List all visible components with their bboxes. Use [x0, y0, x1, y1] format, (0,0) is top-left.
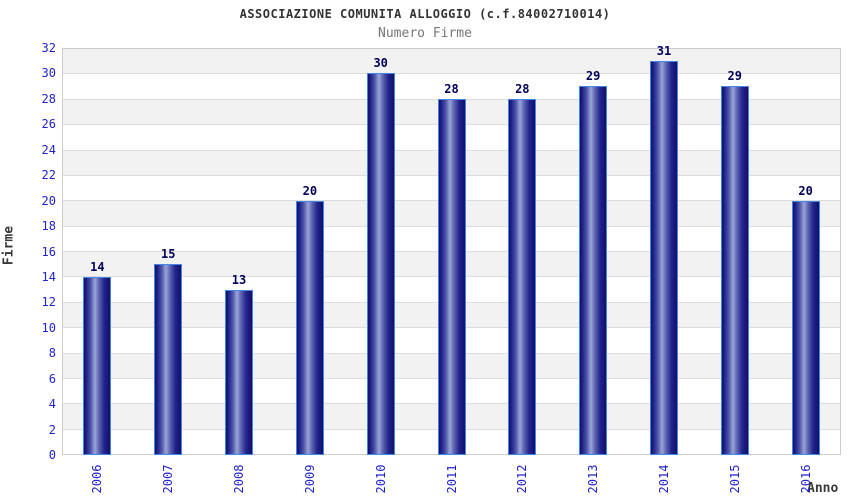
- y-tick-label: 32: [41, 41, 56, 55]
- y-tick-label: 10: [41, 320, 56, 335]
- bar-value-label: 20: [798, 183, 813, 198]
- bar: [437, 98, 466, 455]
- x-tick-label: 2016: [798, 464, 813, 494]
- y-axis-label: Firme: [1, 225, 17, 266]
- y-tick-label: 18: [41, 219, 56, 234]
- bar-value-label: 14: [90, 259, 105, 274]
- x-tick-label: 2014: [656, 464, 671, 494]
- bar-value-label: 28: [515, 81, 530, 96]
- x-tick-label: 2007: [161, 464, 176, 494]
- grid-band: [63, 74, 840, 100]
- bar-value-label: 31: [656, 43, 672, 58]
- bar: [366, 73, 395, 455]
- x-tick-label: 2012: [515, 464, 530, 494]
- x-tick-label: 2013: [586, 464, 601, 494]
- bar-value-label: 29: [585, 69, 601, 84]
- y-tick-label: 28: [41, 91, 56, 106]
- y-tick-label: 0: [48, 448, 56, 462]
- y-tick-label: 6: [48, 371, 56, 386]
- y-tick-label: 14: [41, 269, 56, 284]
- bar: [508, 98, 537, 455]
- x-tick-label: 2006: [90, 464, 105, 494]
- y-tick-label: 16: [41, 244, 56, 259]
- bar: [720, 86, 749, 455]
- x-tick-label: 2015: [727, 464, 742, 494]
- bar-value-label: 20: [302, 183, 318, 198]
- bar-value-label: 30: [373, 56, 388, 71]
- bar: [83, 276, 112, 455]
- y-tick-label: 30: [41, 66, 56, 81]
- bar: [579, 86, 608, 455]
- bar: [295, 200, 324, 455]
- y-tick-label: 4: [48, 397, 56, 412]
- y-tick-label: 2: [48, 422, 56, 437]
- chart-title: ASSOCIAZIONE COMUNITA ALLOGGIO (c.f.8400…: [239, 7, 611, 21]
- y-tick-label: 22: [41, 168, 56, 183]
- y-tick-label: 8: [48, 346, 56, 361]
- bar: [154, 264, 183, 455]
- bar-value-label: 28: [444, 81, 459, 96]
- y-tick-label: 20: [41, 193, 56, 208]
- bar-value-label: 29: [727, 69, 742, 84]
- x-axis-label: Anno: [807, 481, 839, 496]
- chart-subtitle: Numero Firme: [378, 26, 472, 41]
- y-tick-label: 24: [41, 142, 56, 157]
- x-tick-label: 2010: [373, 464, 388, 494]
- y-tick-label: 12: [41, 295, 56, 310]
- bar: [649, 60, 678, 455]
- bar: [791, 200, 820, 455]
- grid-band: [63, 49, 840, 75]
- bar-value-label: 15: [160, 247, 176, 262]
- y-tick-label: 26: [41, 117, 56, 132]
- x-tick-label: 2011: [444, 464, 459, 494]
- x-tick-label: 2008: [232, 464, 247, 494]
- x-tick-label: 2009: [302, 464, 317, 494]
- bar: [225, 289, 254, 455]
- bar-value-label: 13: [231, 272, 247, 287]
